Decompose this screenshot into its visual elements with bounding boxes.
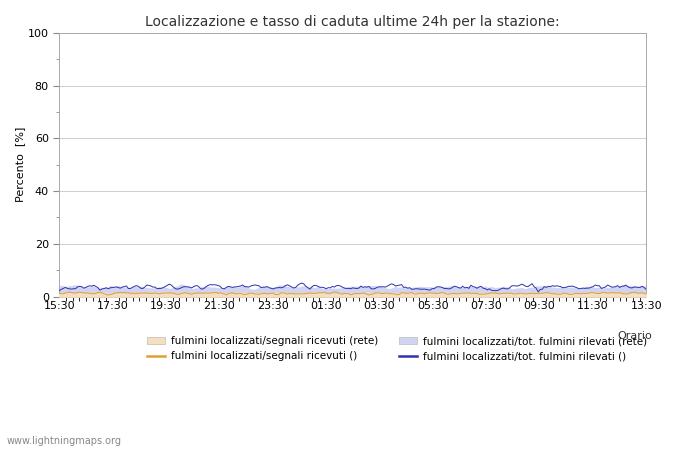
Y-axis label: Percento  [%]: Percento [%]	[15, 127, 25, 202]
Text: www.lightningmaps.org: www.lightningmaps.org	[7, 436, 122, 446]
Title: Localizzazione e tasso di caduta ultime 24h per la stazione:: Localizzazione e tasso di caduta ultime …	[146, 15, 560, 29]
Text: Orario: Orario	[617, 331, 652, 341]
Legend: fulmini localizzati/segnali ricevuti (rete), fulmini localizzati/segnali ricevut: fulmini localizzati/segnali ricevuti (re…	[146, 336, 647, 361]
